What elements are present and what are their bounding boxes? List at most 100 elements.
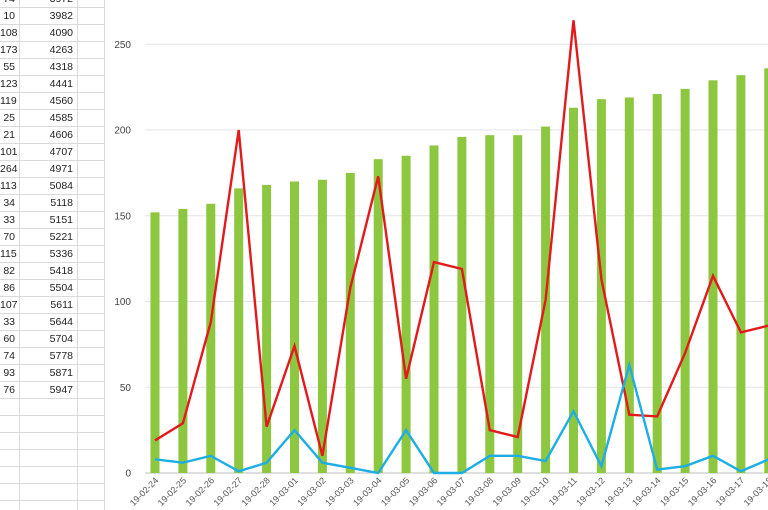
table-row[interactable] [0, 433, 104, 450]
cell-col-c[interactable] [78, 178, 104, 194]
table-row[interactable]: 115 5336 [0, 246, 104, 263]
chart-area[interactable]: 0 50 100 150 200 250 19-02-24 19-02-25 19-02-26 1… [104, 0, 768, 510]
table-row[interactable]: 21 4606 [0, 127, 104, 144]
cell-col-c[interactable] [78, 501, 104, 510]
cell-col-c[interactable] [78, 280, 104, 296]
cell-col-c[interactable] [78, 467, 104, 483]
cell-col-c[interactable] [78, 76, 104, 92]
table-row[interactable]: 76 5947 [0, 382, 104, 399]
cell-col-b[interactable] [20, 433, 78, 449]
table-row[interactable] [0, 501, 104, 510]
table-row[interactable]: 60 5704 [0, 331, 104, 348]
cell-col-c[interactable] [78, 297, 104, 313]
table-row[interactable]: 34 5118 [0, 195, 104, 212]
cell-col-c[interactable] [78, 195, 104, 211]
cell-col-c[interactable] [78, 42, 104, 58]
cell-col-a[interactable] [0, 450, 20, 466]
table-row[interactable]: 93 5871 [0, 365, 104, 382]
cell-col-a[interactable] [0, 467, 20, 483]
cell-col-a[interactable]: 119 [0, 93, 20, 109]
table-row[interactable]: 25 4585 [0, 110, 104, 127]
cell-col-c[interactable] [78, 229, 104, 245]
cell-col-a[interactable]: 86 [0, 280, 20, 296]
cell-col-b[interactable]: 5418 [20, 263, 78, 279]
cell-col-a[interactable]: 60 [0, 331, 20, 347]
cell-col-b[interactable]: 3982 [20, 8, 78, 24]
table-row[interactable]: 123 4441 [0, 76, 104, 93]
cell-col-b[interactable]: 5704 [20, 331, 78, 347]
cell-col-c[interactable] [78, 399, 104, 415]
cell-col-c[interactable] [78, 365, 104, 381]
cell-col-a[interactable]: 115 [0, 246, 20, 262]
table-row[interactable]: 119 4560 [0, 93, 104, 110]
table-row[interactable]: 33 5151 [0, 212, 104, 229]
table-row[interactable]: 33 5644 [0, 314, 104, 331]
cell-col-b[interactable]: 4707 [20, 144, 78, 160]
cell-col-c[interactable] [78, 416, 104, 432]
cell-col-a[interactable]: 33 [0, 212, 20, 228]
cell-col-a[interactable]: 82 [0, 263, 20, 279]
table-row[interactable]: 55 4318 [0, 59, 104, 76]
table-row[interactable]: 743972 [0, 0, 104, 8]
cell-col-b[interactable] [20, 484, 78, 500]
cell-col-b[interactable]: 5611 [20, 297, 78, 313]
cell-col-b[interactable]: 5118 [20, 195, 78, 211]
cell-col-a[interactable] [0, 433, 20, 449]
cell-col-c[interactable] [78, 263, 104, 279]
cell-col-a[interactable]: 113 [0, 178, 20, 194]
cell-col-b[interactable]: 5084 [20, 178, 78, 194]
cell-col-b[interactable]: 4585 [20, 110, 78, 126]
cell-col-b[interactable] [20, 399, 78, 415]
cell-col-a[interactable]: 33 [0, 314, 20, 330]
cell-col-a[interactable]: 173 [0, 42, 20, 58]
cell-col-c[interactable] [78, 161, 104, 177]
cell-col-a[interactable]: 10 [0, 8, 20, 24]
cell-col-a[interactable] [0, 484, 20, 500]
cell-col-c[interactable] [78, 331, 104, 347]
table-row[interactable]: 101 4707 [0, 144, 104, 161]
cell-col-c[interactable] [78, 348, 104, 364]
table-row[interactable] [0, 416, 104, 433]
cell-col-a[interactable]: 76 [0, 382, 20, 398]
cell-col-a[interactable]: 107 [0, 297, 20, 313]
cell-col-c[interactable] [78, 144, 104, 160]
cell-col-a[interactable] [0, 416, 20, 432]
cell-col-a[interactable]: 123 [0, 76, 20, 92]
table-row[interactable]: 82 5418 [0, 263, 104, 280]
cell-col-b[interactable]: 4971 [20, 161, 78, 177]
cell-col-b[interactable]: 5644 [20, 314, 78, 330]
table-row[interactable]: 74 5778 [0, 348, 104, 365]
cell-col-c[interactable] [78, 59, 104, 75]
cell-col-b[interactable] [20, 501, 78, 510]
table-row[interactable]: 107 5611 [0, 297, 104, 314]
cell-col-c[interactable] [78, 212, 104, 228]
table-row[interactable] [0, 484, 104, 501]
cell-col-b[interactable] [20, 450, 78, 466]
cell-col-c[interactable] [78, 433, 104, 449]
table-row[interactable] [0, 450, 104, 467]
cell-col-c[interactable] [78, 484, 104, 500]
cell-col-a[interactable]: 34 [0, 195, 20, 211]
cell-col-b[interactable]: 5336 [20, 246, 78, 262]
cell-col-c[interactable] [78, 8, 104, 24]
cell-col-c[interactable] [78, 246, 104, 262]
cell-col-a[interactable]: 70 [0, 229, 20, 245]
cell-col-b[interactable]: 4090 [20, 25, 78, 41]
table-row[interactable]: 86 5504 [0, 280, 104, 297]
cell-col-b[interactable]: 4441 [20, 76, 78, 92]
cell-col-a[interactable]: 25 [0, 110, 20, 126]
cell-col-b[interactable]: 4560 [20, 93, 78, 109]
cell-col-a[interactable]: 74 [0, 348, 20, 364]
cell-col-a[interactable]: 74 [0, 0, 20, 7]
cell-col-a[interactable]: 21 [0, 127, 20, 143]
cell-col-c[interactable] [78, 450, 104, 466]
cell-col-c[interactable] [78, 127, 104, 143]
cell-col-b[interactable]: 4318 [20, 59, 78, 75]
cell-col-b[interactable]: 3972 [20, 0, 78, 7]
cell-col-b[interactable]: 5151 [20, 212, 78, 228]
cell-col-a[interactable]: 264 [0, 161, 20, 177]
cell-col-a[interactable]: 108 [0, 25, 20, 41]
cell-col-c[interactable] [78, 382, 104, 398]
cell-col-b[interactable]: 4263 [20, 42, 78, 58]
cell-col-a[interactable]: 101 [0, 144, 20, 160]
